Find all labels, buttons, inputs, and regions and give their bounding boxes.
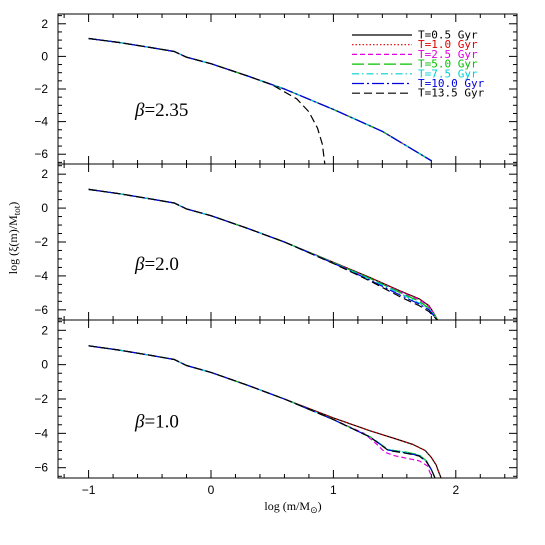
y-tick-label: −2	[34, 392, 48, 406]
y-tick-label: 0	[41, 201, 48, 215]
series-line-13.5	[88, 345, 436, 478]
y-tick-label: 2	[41, 323, 48, 337]
legend-label: T=10.0 Gyr	[418, 77, 485, 90]
x-tick-label: 2	[452, 483, 459, 497]
y-axis-title: log (ξ(m)/Mtot)	[6, 202, 22, 275]
legend-label: T=7.5 Gyr	[418, 67, 478, 80]
y-tick-label: −2	[34, 82, 48, 96]
panel-frame	[57, 163, 518, 321]
legend-label: T=0.5 Gyr	[418, 29, 478, 42]
x-axis-title: log (m/M⊙)	[264, 499, 321, 515]
x-tick-label: −1	[82, 483, 96, 497]
y-tick-label: −4	[34, 269, 48, 283]
beta-symbol: β	[134, 411, 145, 432]
legend-label: T=5.0 Gyr	[418, 58, 478, 71]
panel-beta-label: β=1.0	[134, 411, 179, 432]
x-tick-label: 1	[330, 483, 337, 497]
legend-label: T=13.5 Gyr	[418, 87, 485, 100]
series-line-1.0	[88, 345, 442, 478]
beta-symbol: β	[134, 100, 145, 121]
y-tick-label: −2	[34, 235, 48, 249]
series-group	[88, 345, 442, 478]
series-group	[88, 37, 432, 164]
y-tick-label: 0	[41, 49, 48, 63]
series-line-13.5	[88, 188, 438, 320]
y-tick-label: −6	[34, 461, 48, 475]
y-tick-label: 0	[41, 358, 48, 372]
legend-label: T=2.5 Gyr	[418, 48, 478, 61]
beta-value: =1.0	[144, 411, 178, 432]
y-tick-label: 2	[41, 17, 48, 31]
x-tick-label: 0	[208, 483, 215, 497]
series-line-13.5	[88, 37, 326, 164]
beta-value: =2.0	[144, 254, 178, 275]
beta-symbol: β	[134, 254, 145, 275]
y-tick-label: −4	[34, 426, 48, 440]
panel-2: 2 0 −2 −4 −6 β=2.0	[34, 163, 518, 321]
panel-frame	[57, 319, 518, 479]
legend-label: T=1.0 Gyr	[418, 38, 478, 51]
y-tick-label: −4	[34, 115, 48, 129]
panel-beta-label: β=2.0	[134, 254, 179, 275]
panel-beta-label: β=2.35	[134, 100, 188, 121]
y-tick-label: −6	[34, 303, 48, 317]
y-tick-label: −6	[34, 147, 48, 161]
panel-3: 2 0 −2 −4 −6 β=1.0	[34, 319, 518, 479]
panels-group: 20−2−4−6β=2.3520−2−4−6β=2.020−2−4−6β=1.0…	[34, 13, 518, 497]
y-tick-label: 2	[41, 167, 48, 181]
beta-value: =2.35	[144, 100, 188, 121]
series-line-10.0	[88, 188, 438, 320]
series-group	[88, 188, 438, 320]
